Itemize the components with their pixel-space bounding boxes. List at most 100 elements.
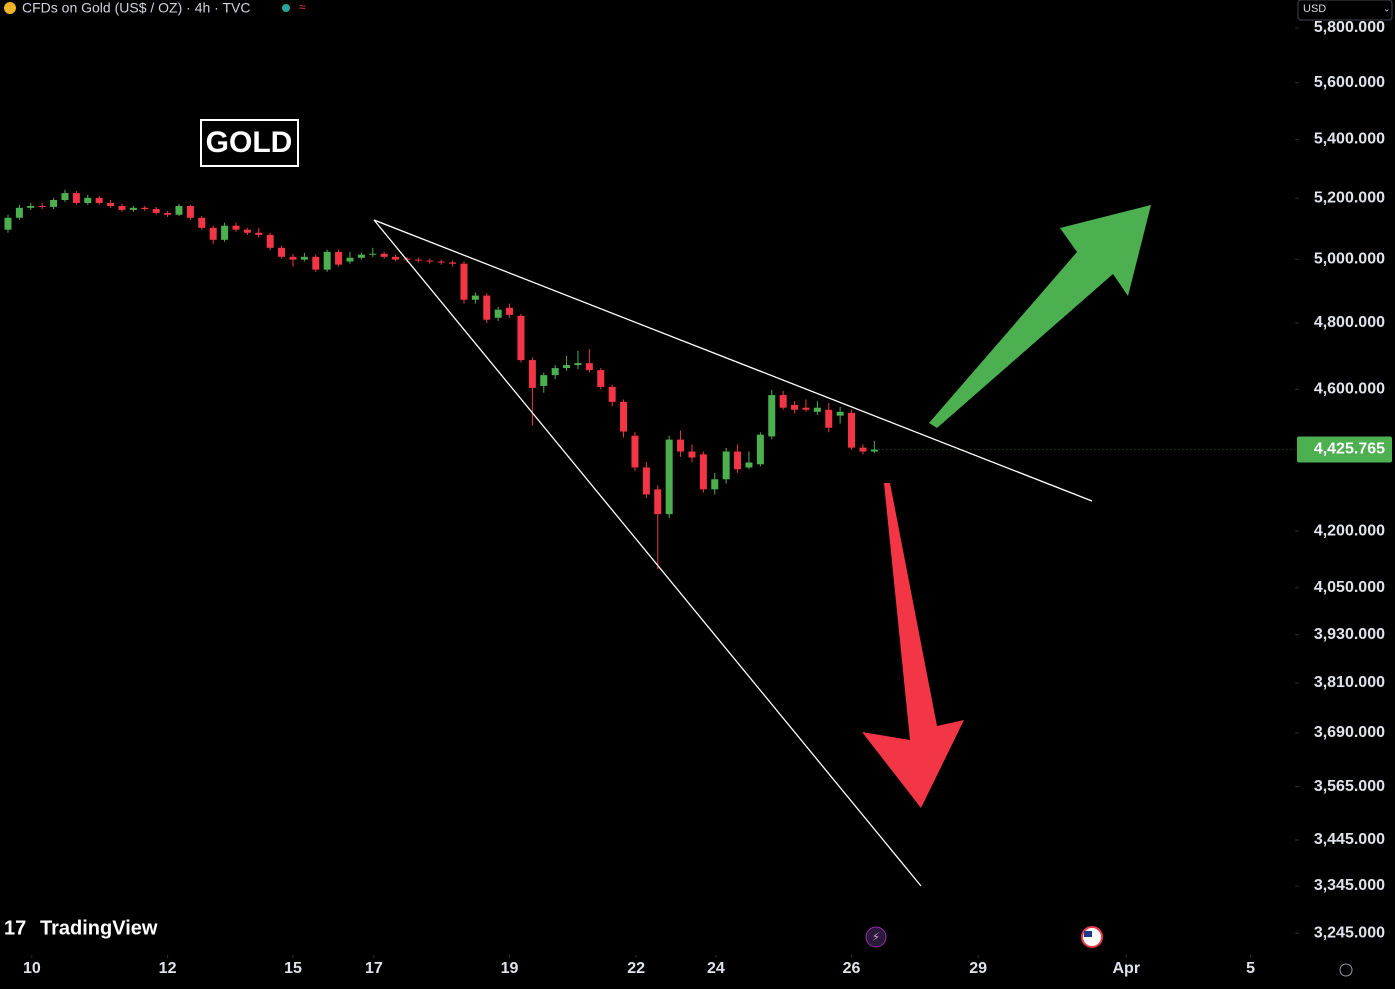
candle-body [642, 467, 650, 495]
candle-body [540, 375, 548, 386]
dropdown-chevron: ⌄ [1383, 3, 1391, 13]
candle-body [437, 261, 445, 263]
candle-body [198, 217, 206, 228]
candle-body [597, 370, 605, 387]
last-price-tag [1297, 436, 1392, 463]
x-tick-label: 5 [1246, 960, 1255, 977]
candle-body [186, 206, 194, 218]
candle-body [27, 206, 35, 208]
candle-body [722, 451, 730, 480]
candle-body [380, 253, 388, 257]
candle-body [517, 315, 525, 361]
candle-body [756, 434, 764, 465]
candle-body [300, 256, 308, 260]
down-arrow [862, 483, 964, 808]
candle-body [118, 206, 126, 210]
y-tick-label: 3,245.000 [1314, 924, 1385, 941]
candle-body [266, 234, 274, 248]
candle-body [563, 365, 571, 369]
y-tick-label: 5,800.000 [1314, 19, 1385, 36]
upper-trendline [373, 219, 1093, 502]
candle-body [15, 207, 23, 218]
candle-body [346, 257, 354, 262]
y-tick-label: 4,600.000 [1314, 381, 1385, 398]
candle-body [859, 447, 867, 452]
candle-body [4, 217, 12, 230]
candle-body [95, 197, 103, 203]
candle-body [631, 435, 639, 468]
x-tick-label: 29 [969, 960, 987, 977]
y-tick-label: 3,445.000 [1314, 831, 1385, 848]
candle-body [711, 479, 719, 490]
candle-body [357, 254, 365, 258]
candle-body [528, 360, 536, 388]
candle-body [50, 199, 58, 207]
symbol-title: CFDs on Gold (US$ / OZ) · 4h · TVC [22, 0, 250, 16]
y-tick-label: 4,200.000 [1314, 522, 1385, 539]
currency-label: USD [1303, 3, 1326, 15]
flag-canton [1084, 931, 1092, 937]
candle-body [289, 256, 297, 260]
y-tick-label: 5,200.000 [1314, 189, 1385, 206]
watermark-text: TradingView [40, 917, 158, 939]
currency-dropdown[interactable] [1297, 0, 1393, 21]
event-icon[interactable] [865, 926, 887, 948]
candle-body [734, 451, 742, 470]
y-tick-label: 3,810.000 [1314, 674, 1385, 691]
candle-body [483, 295, 491, 320]
status-icon: ≈ [299, 0, 306, 14]
up-arrow [929, 205, 1151, 428]
y-tick-label: 3,690.000 [1314, 724, 1385, 741]
candle-body [369, 253, 377, 255]
watermark-logo: 17 [4, 917, 26, 939]
candle-body [221, 225, 229, 240]
candle-body [460, 263, 468, 300]
candle-body [426, 260, 434, 262]
x-tick-label: Apr [1113, 960, 1141, 977]
x-tick-label: 15 [284, 960, 302, 977]
candle-body [232, 225, 240, 230]
y-tick-label: 5,000.000 [1314, 251, 1385, 268]
y-tick-label: 5,600.000 [1314, 74, 1385, 91]
symbol-icon [4, 2, 16, 14]
candle-body [38, 206, 46, 208]
y-tick-label: 3,345.000 [1314, 877, 1385, 894]
y-tick-label: 4,050.000 [1314, 579, 1385, 596]
status-dot [282, 4, 290, 12]
candle-body [175, 206, 183, 215]
candle-body [585, 363, 593, 371]
candle-body [551, 368, 559, 376]
candle-body [209, 227, 217, 240]
candle-body [72, 193, 80, 203]
candle-body [107, 202, 115, 207]
candle-body [392, 256, 400, 260]
candle-body [677, 439, 685, 452]
y-tick-label: 4,800.000 [1314, 314, 1385, 331]
candle-body [141, 207, 149, 210]
x-tick-label: 22 [627, 960, 645, 977]
y-tick-label: 3,565.000 [1314, 778, 1385, 795]
x-tick-label: 19 [501, 960, 519, 977]
candle-body [836, 411, 844, 416]
lower-trendline [373, 219, 922, 887]
x-tick-label: 17 [365, 960, 383, 977]
candle-body [665, 439, 673, 515]
candle-body [323, 251, 331, 270]
event-icon-glyph: ⚡ [872, 930, 880, 944]
annotation-label: GOLD [206, 126, 293, 159]
candle-body [129, 207, 137, 210]
candle-body [802, 407, 810, 410]
last-price-label: 4,425.765 [1314, 441, 1385, 458]
candle-body [620, 401, 628, 432]
candle-body [791, 404, 799, 410]
candle-body [870, 449, 878, 452]
candle-body [61, 193, 69, 200]
x-tick-label: 10 [23, 960, 41, 977]
candle-body [745, 462, 753, 468]
settings-icon[interactable] [1339, 963, 1353, 977]
candle-body [449, 262, 457, 264]
candle-body [654, 489, 662, 515]
candle-body [688, 451, 696, 458]
y-tick-label: 5,400.000 [1314, 131, 1385, 148]
